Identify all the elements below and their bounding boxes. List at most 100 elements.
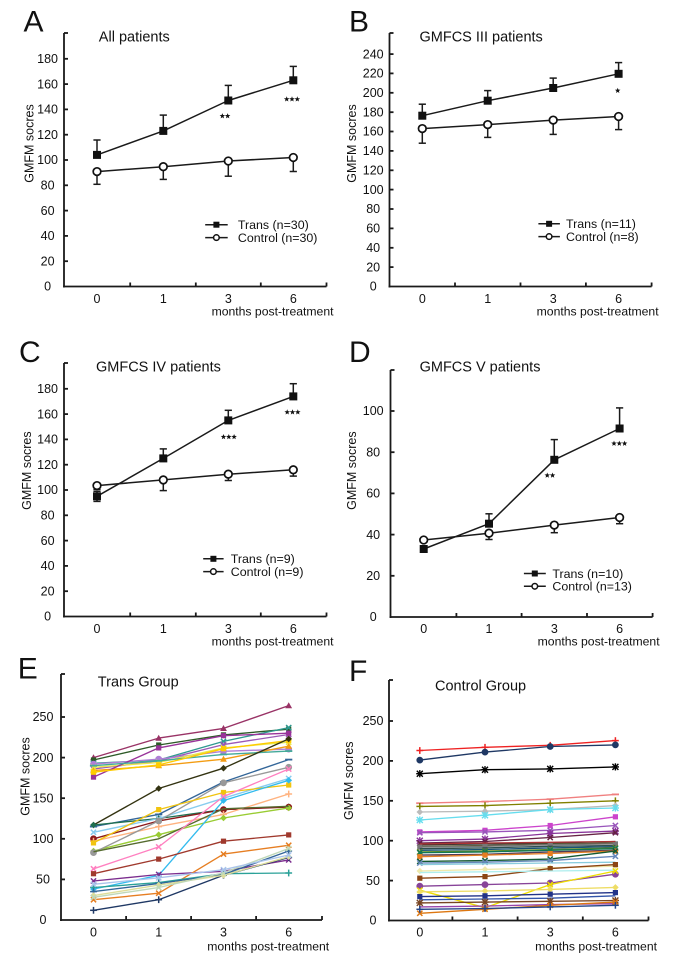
svg-text:Trans (n=10): Trans (n=10) <box>552 567 623 581</box>
svg-text:Trans Group: Trans Group <box>98 674 179 690</box>
svg-text:GMFCS V patients: GMFCS V patients <box>420 360 541 376</box>
svg-text:Control (n=8): Control (n=8) <box>566 230 639 244</box>
svg-text:GMFCS III patients: GMFCS III patients <box>420 30 543 46</box>
svg-text:E: E <box>18 653 38 686</box>
svg-text:200: 200 <box>363 754 384 768</box>
svg-text:0: 0 <box>90 926 97 940</box>
svg-text:20: 20 <box>366 260 380 274</box>
svg-text:GMFM socres: GMFM socres <box>20 431 34 509</box>
svg-text:0: 0 <box>420 622 427 636</box>
svg-text:Control (n=9): Control (n=9) <box>231 565 304 579</box>
svg-text:200: 200 <box>363 86 384 100</box>
svg-text:GMFM socres: GMFM socres <box>342 741 356 819</box>
svg-text:Trans (n=11): Trans (n=11) <box>566 217 636 231</box>
svg-text:80: 80 <box>41 179 55 193</box>
svg-text:100: 100 <box>33 832 54 846</box>
svg-text:1: 1 <box>484 292 491 306</box>
svg-text:0: 0 <box>416 926 423 940</box>
svg-text:6: 6 <box>612 926 619 940</box>
svg-text:months post-treatment: months post-treatment <box>538 635 661 649</box>
svg-text:0: 0 <box>40 913 47 927</box>
svg-text:60: 60 <box>41 534 55 548</box>
svg-text:months post-treatment: months post-treatment <box>212 305 335 319</box>
svg-text:100: 100 <box>37 153 58 167</box>
svg-text:F: F <box>349 655 367 688</box>
svg-text:6: 6 <box>285 926 292 940</box>
svg-text:6: 6 <box>290 292 297 306</box>
svg-text:All patients: All patients <box>99 30 170 46</box>
svg-text:160: 160 <box>363 125 384 139</box>
svg-text:3: 3 <box>551 622 558 636</box>
svg-text:220: 220 <box>363 67 384 81</box>
svg-text:6: 6 <box>616 622 623 636</box>
svg-text:20: 20 <box>41 254 55 268</box>
svg-text:250: 250 <box>33 710 54 724</box>
svg-text:D: D <box>349 336 371 369</box>
svg-text:100: 100 <box>363 183 384 197</box>
svg-text:months post-treatment: months post-treatment <box>212 635 335 649</box>
svg-text:20: 20 <box>41 584 55 598</box>
svg-text:6: 6 <box>615 292 622 306</box>
svg-text:Control Group: Control Group <box>435 678 526 694</box>
svg-text:0: 0 <box>370 914 377 928</box>
svg-text:months post-treatment: months post-treatment <box>207 940 330 954</box>
svg-text:100: 100 <box>363 404 384 418</box>
svg-text:140: 140 <box>37 433 58 447</box>
svg-text:160: 160 <box>37 407 58 421</box>
svg-text:120: 120 <box>363 164 384 178</box>
svg-text:180: 180 <box>363 105 384 119</box>
svg-text:120: 120 <box>37 128 58 142</box>
svg-text:250: 250 <box>363 714 384 728</box>
svg-text:120: 120 <box>37 458 58 472</box>
svg-text:Control (n=30): Control (n=30) <box>238 231 318 245</box>
svg-text:1: 1 <box>482 926 489 940</box>
svg-text:3: 3 <box>225 622 232 636</box>
svg-text:Trans (n=30): Trans (n=30) <box>238 218 309 232</box>
svg-text:100: 100 <box>37 483 58 497</box>
svg-text:GMFCS IV patients: GMFCS IV patients <box>96 360 221 376</box>
svg-text:0: 0 <box>94 292 101 306</box>
svg-text:80: 80 <box>366 445 380 459</box>
svg-text:60: 60 <box>41 204 55 218</box>
svg-text:0: 0 <box>370 610 377 624</box>
svg-text:GMFM socres: GMFM socres <box>345 104 359 182</box>
svg-text:3: 3 <box>225 292 232 306</box>
svg-text:50: 50 <box>36 873 50 887</box>
svg-text:GMFM socres: GMFM socres <box>23 104 37 182</box>
svg-text:3: 3 <box>550 292 557 306</box>
svg-text:180: 180 <box>37 52 58 66</box>
svg-text:40: 40 <box>41 559 55 573</box>
svg-text:B: B <box>349 6 369 39</box>
svg-text:3: 3 <box>547 926 554 940</box>
svg-text:40: 40 <box>366 241 380 255</box>
svg-text:1: 1 <box>155 926 162 940</box>
svg-text:1: 1 <box>160 622 167 636</box>
svg-text:1: 1 <box>160 292 167 306</box>
svg-text:0: 0 <box>370 280 377 294</box>
svg-text:100: 100 <box>363 834 384 848</box>
svg-text:150: 150 <box>33 791 54 805</box>
svg-text:240: 240 <box>363 47 384 61</box>
svg-text:1: 1 <box>486 622 493 636</box>
svg-text:0: 0 <box>419 292 426 306</box>
svg-text:6: 6 <box>290 622 297 636</box>
svg-text:160: 160 <box>37 77 58 91</box>
svg-text:0: 0 <box>94 622 101 636</box>
svg-text:months post-treatment: months post-treatment <box>535 940 658 954</box>
svg-text:60: 60 <box>366 487 380 501</box>
svg-text:140: 140 <box>363 144 384 158</box>
svg-text:150: 150 <box>363 794 384 808</box>
svg-text:A: A <box>24 6 44 39</box>
svg-text:0: 0 <box>44 610 51 624</box>
svg-text:Trans (n=9): Trans (n=9) <box>231 552 295 566</box>
svg-text:180: 180 <box>37 382 58 396</box>
svg-text:3: 3 <box>220 926 227 940</box>
svg-text:80: 80 <box>366 202 380 216</box>
svg-text:60: 60 <box>366 222 380 236</box>
svg-text:140: 140 <box>37 103 58 117</box>
svg-text:months post-treatment: months post-treatment <box>537 305 660 319</box>
svg-text:0: 0 <box>44 280 51 294</box>
svg-text:200: 200 <box>33 751 54 765</box>
svg-text:40: 40 <box>41 229 55 243</box>
svg-text:GMFM socres: GMFM socres <box>19 737 33 815</box>
